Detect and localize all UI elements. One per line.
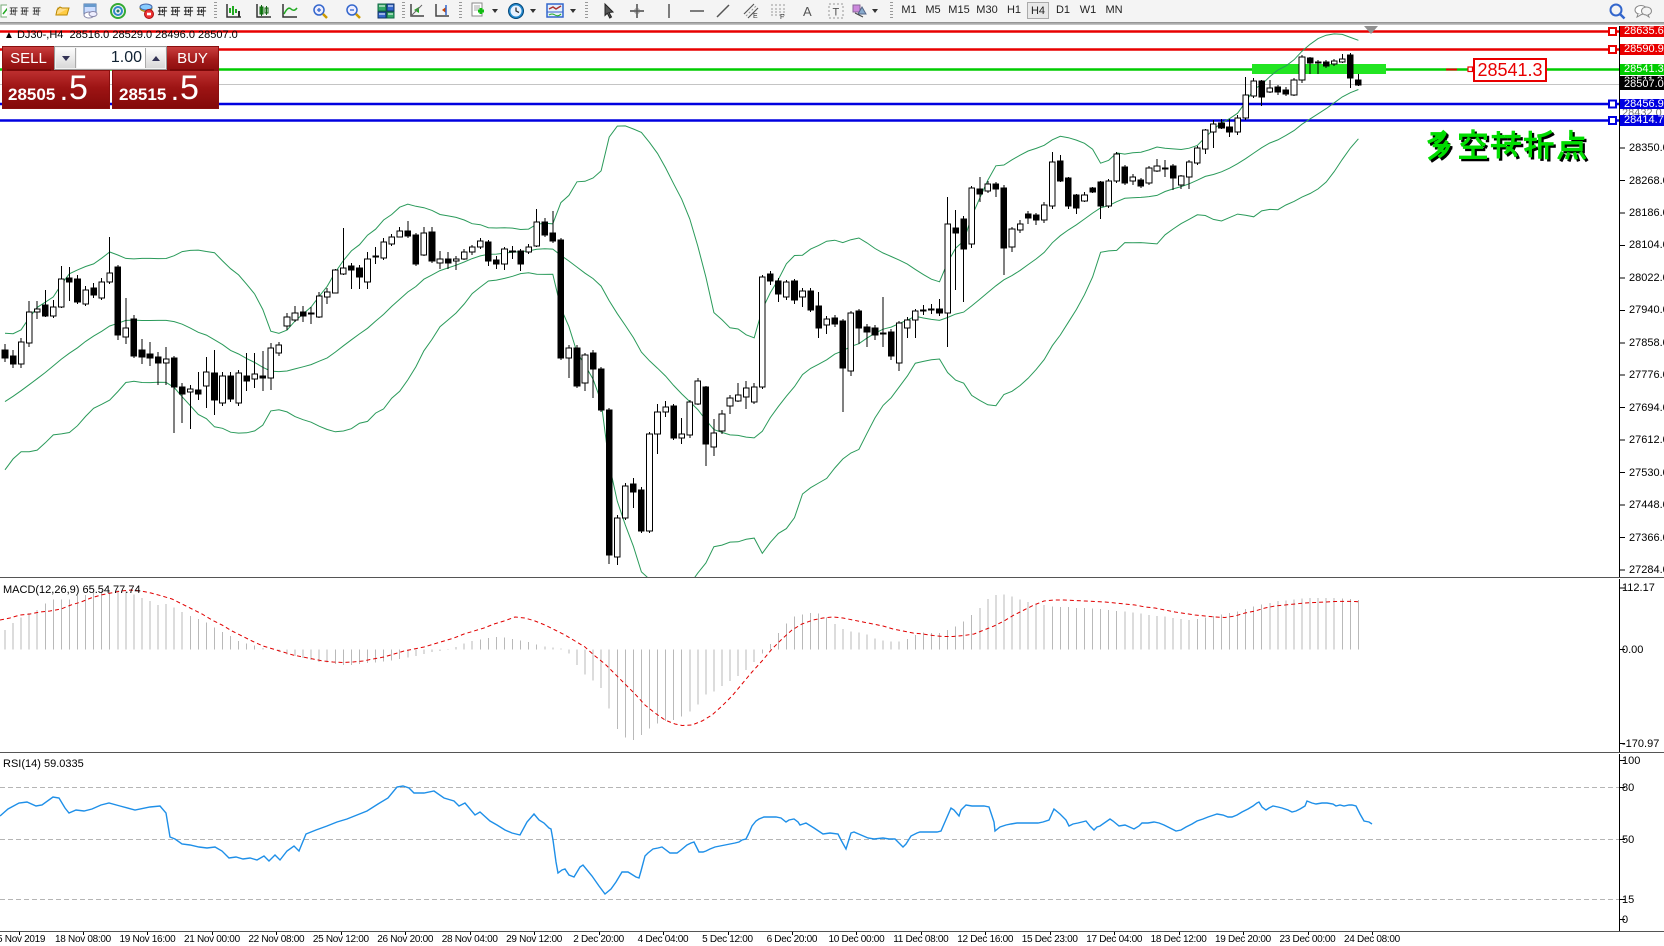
svg-text:T: T [833,7,840,19]
svg-text:A: A [803,4,812,19]
svg-text:E: E [753,13,758,20]
svg-text:F: F [780,14,784,20]
